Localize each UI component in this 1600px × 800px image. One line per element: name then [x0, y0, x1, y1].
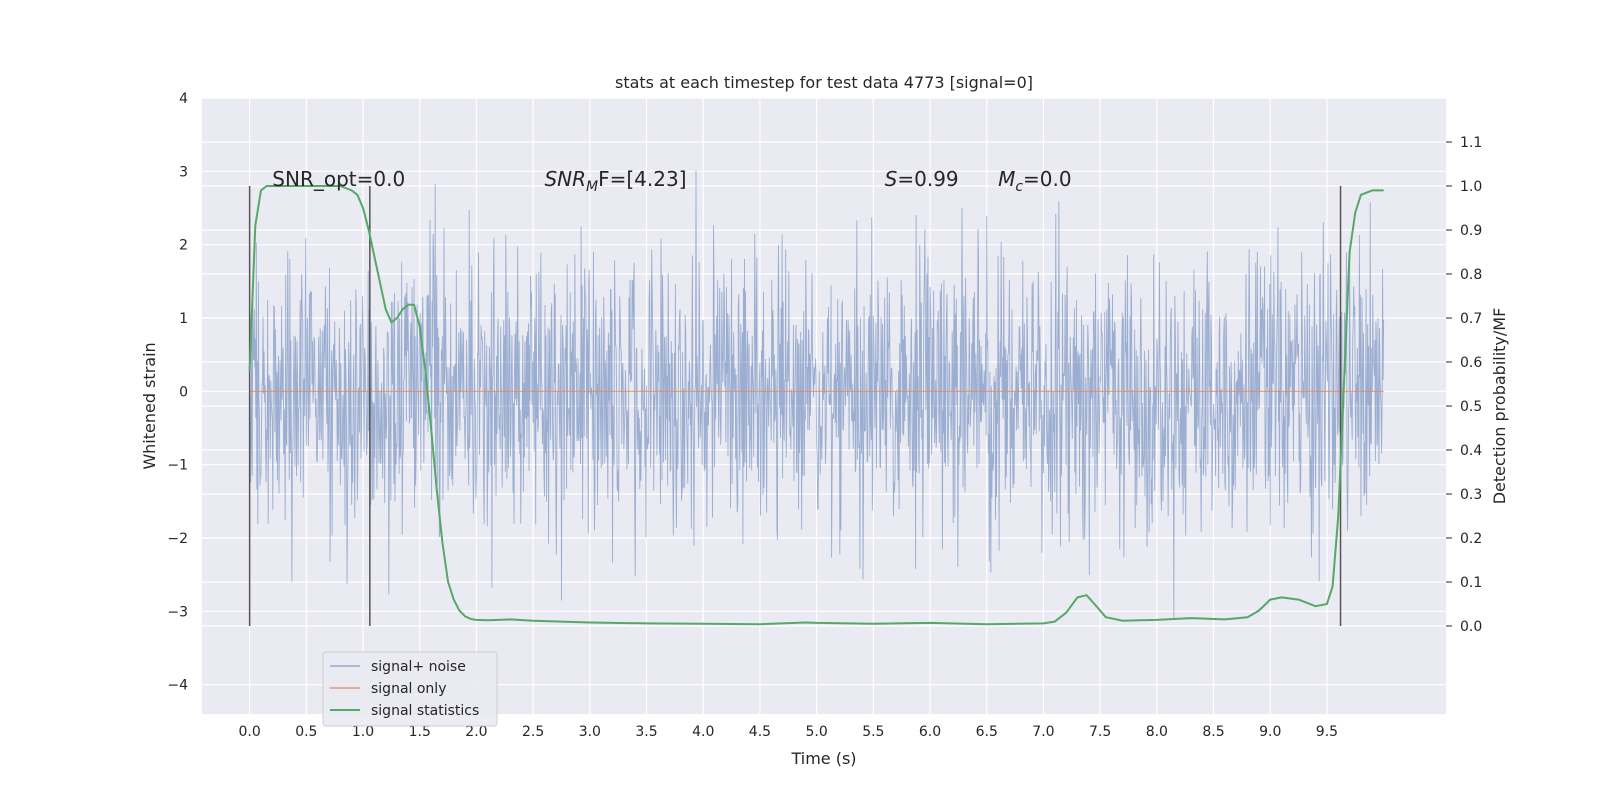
x-tick-label: 3.5: [635, 724, 657, 740]
y-tick-label: 1: [179, 311, 188, 327]
annotation-1: SNRMF=[4.23]: [544, 167, 686, 195]
x-tick-label: 9.5: [1316, 724, 1338, 740]
y2-axis-label: Detection probability/MF: [1490, 308, 1509, 505]
series-signal-noise: [249, 170, 1385, 618]
x-tick-label: 7.5: [1089, 724, 1111, 740]
y2-tick-label: 0.5: [1460, 399, 1482, 415]
x-tick-label: 1.5: [409, 724, 431, 740]
x-tick-label: 5.5: [862, 724, 884, 740]
y2-tick-label: 0.8: [1460, 267, 1482, 283]
x-tick-label: 9.0: [1259, 724, 1281, 740]
annotation-0: SNR_opt=0.0: [272, 167, 405, 191]
x-tick-label: 8.0: [1146, 724, 1168, 740]
y-tick-label: −2: [167, 531, 188, 547]
chart-title: stats at each timestep for test data 477…: [615, 73, 1033, 92]
y2-tick-label: 0.3: [1460, 487, 1482, 503]
y-tick-label: 4: [179, 91, 188, 107]
vertical-markers: [248, 186, 1342, 626]
y2-tick-label: 0.6: [1460, 355, 1482, 371]
y2-tick-label: 1.0: [1460, 179, 1482, 195]
x-tick-label: 7.0: [1032, 724, 1054, 740]
y2-tick-label: 0.4: [1460, 443, 1482, 459]
y-tick-label: −3: [167, 604, 188, 620]
y2-tick-label: 0.9: [1460, 223, 1482, 239]
signal-noise-line: [249, 170, 1385, 618]
y-axis-label: Whitened strain: [140, 342, 159, 469]
annotation-3: Mc=0.0: [998, 167, 1072, 195]
y2-tick-label: 1.1: [1460, 135, 1482, 151]
x-tick-label: 0.0: [238, 724, 260, 740]
x-tick-label: 6.5: [976, 724, 998, 740]
x-tick-label: 8.5: [1202, 724, 1224, 740]
y2-tick-label: 0.2: [1460, 531, 1482, 547]
legend-box: [322, 651, 498, 727]
legend-label-signal-only: signal only: [371, 681, 446, 697]
series-signal-statistics: [248, 185, 1384, 626]
x-tick-label: 2.5: [522, 724, 544, 740]
y-axis-ticks: −4 −3 −2 −1 0 1 2 3 4: [167, 91, 188, 694]
legend-label-signal-noise: signal+ noise: [371, 659, 466, 675]
legend: signal+ noise signal only signal statist…: [322, 651, 498, 727]
x-tick-label: 4.0: [692, 724, 714, 740]
y2-tick-label: 0.1: [1460, 575, 1482, 591]
x-tick-label: 0.5: [295, 724, 317, 740]
x-tick-label: 3.0: [579, 724, 601, 740]
y-tick-label: 3: [179, 164, 188, 180]
x-tick-label: 6.0: [919, 724, 941, 740]
y-tick-label: 0: [179, 384, 188, 400]
legend-label-signal-statistics: signal statistics: [371, 703, 479, 719]
x-tick-label: 4.5: [749, 724, 771, 740]
y2-axis-ticks: 0.0 0.1 0.2 0.3 0.4 0.5 0.6 0.7 0.8 0.9 1.0 1.1: [1446, 135, 1482, 635]
x-tick-label: 5.0: [805, 724, 827, 740]
y-tick-label: −1: [167, 458, 188, 474]
annotations: SNR_opt=0.0 SNRMF=[4.23] S=0.99 Mc=0.0: [272, 167, 1071, 195]
y-tick-label: 2: [179, 238, 188, 254]
x-tick-label: 1.0: [352, 724, 374, 740]
y2-tick-label: 0.0: [1460, 619, 1482, 635]
annotation-2: S=0.99: [885, 167, 959, 191]
signal-statistics-line: [248, 185, 1384, 626]
y2-tick-label: 0.7: [1460, 311, 1482, 327]
y-tick-label: −4: [167, 678, 188, 694]
x-tick-label: 2.0: [465, 724, 487, 740]
x-axis-ticks: 0.0 0.5 1.0 1.5 2.0 2.5 3.0 3.5 4.0 4.5 5.0 5.5 6.0 6…: [238, 724, 1338, 740]
x-axis-label: Time (s): [790, 749, 856, 768]
